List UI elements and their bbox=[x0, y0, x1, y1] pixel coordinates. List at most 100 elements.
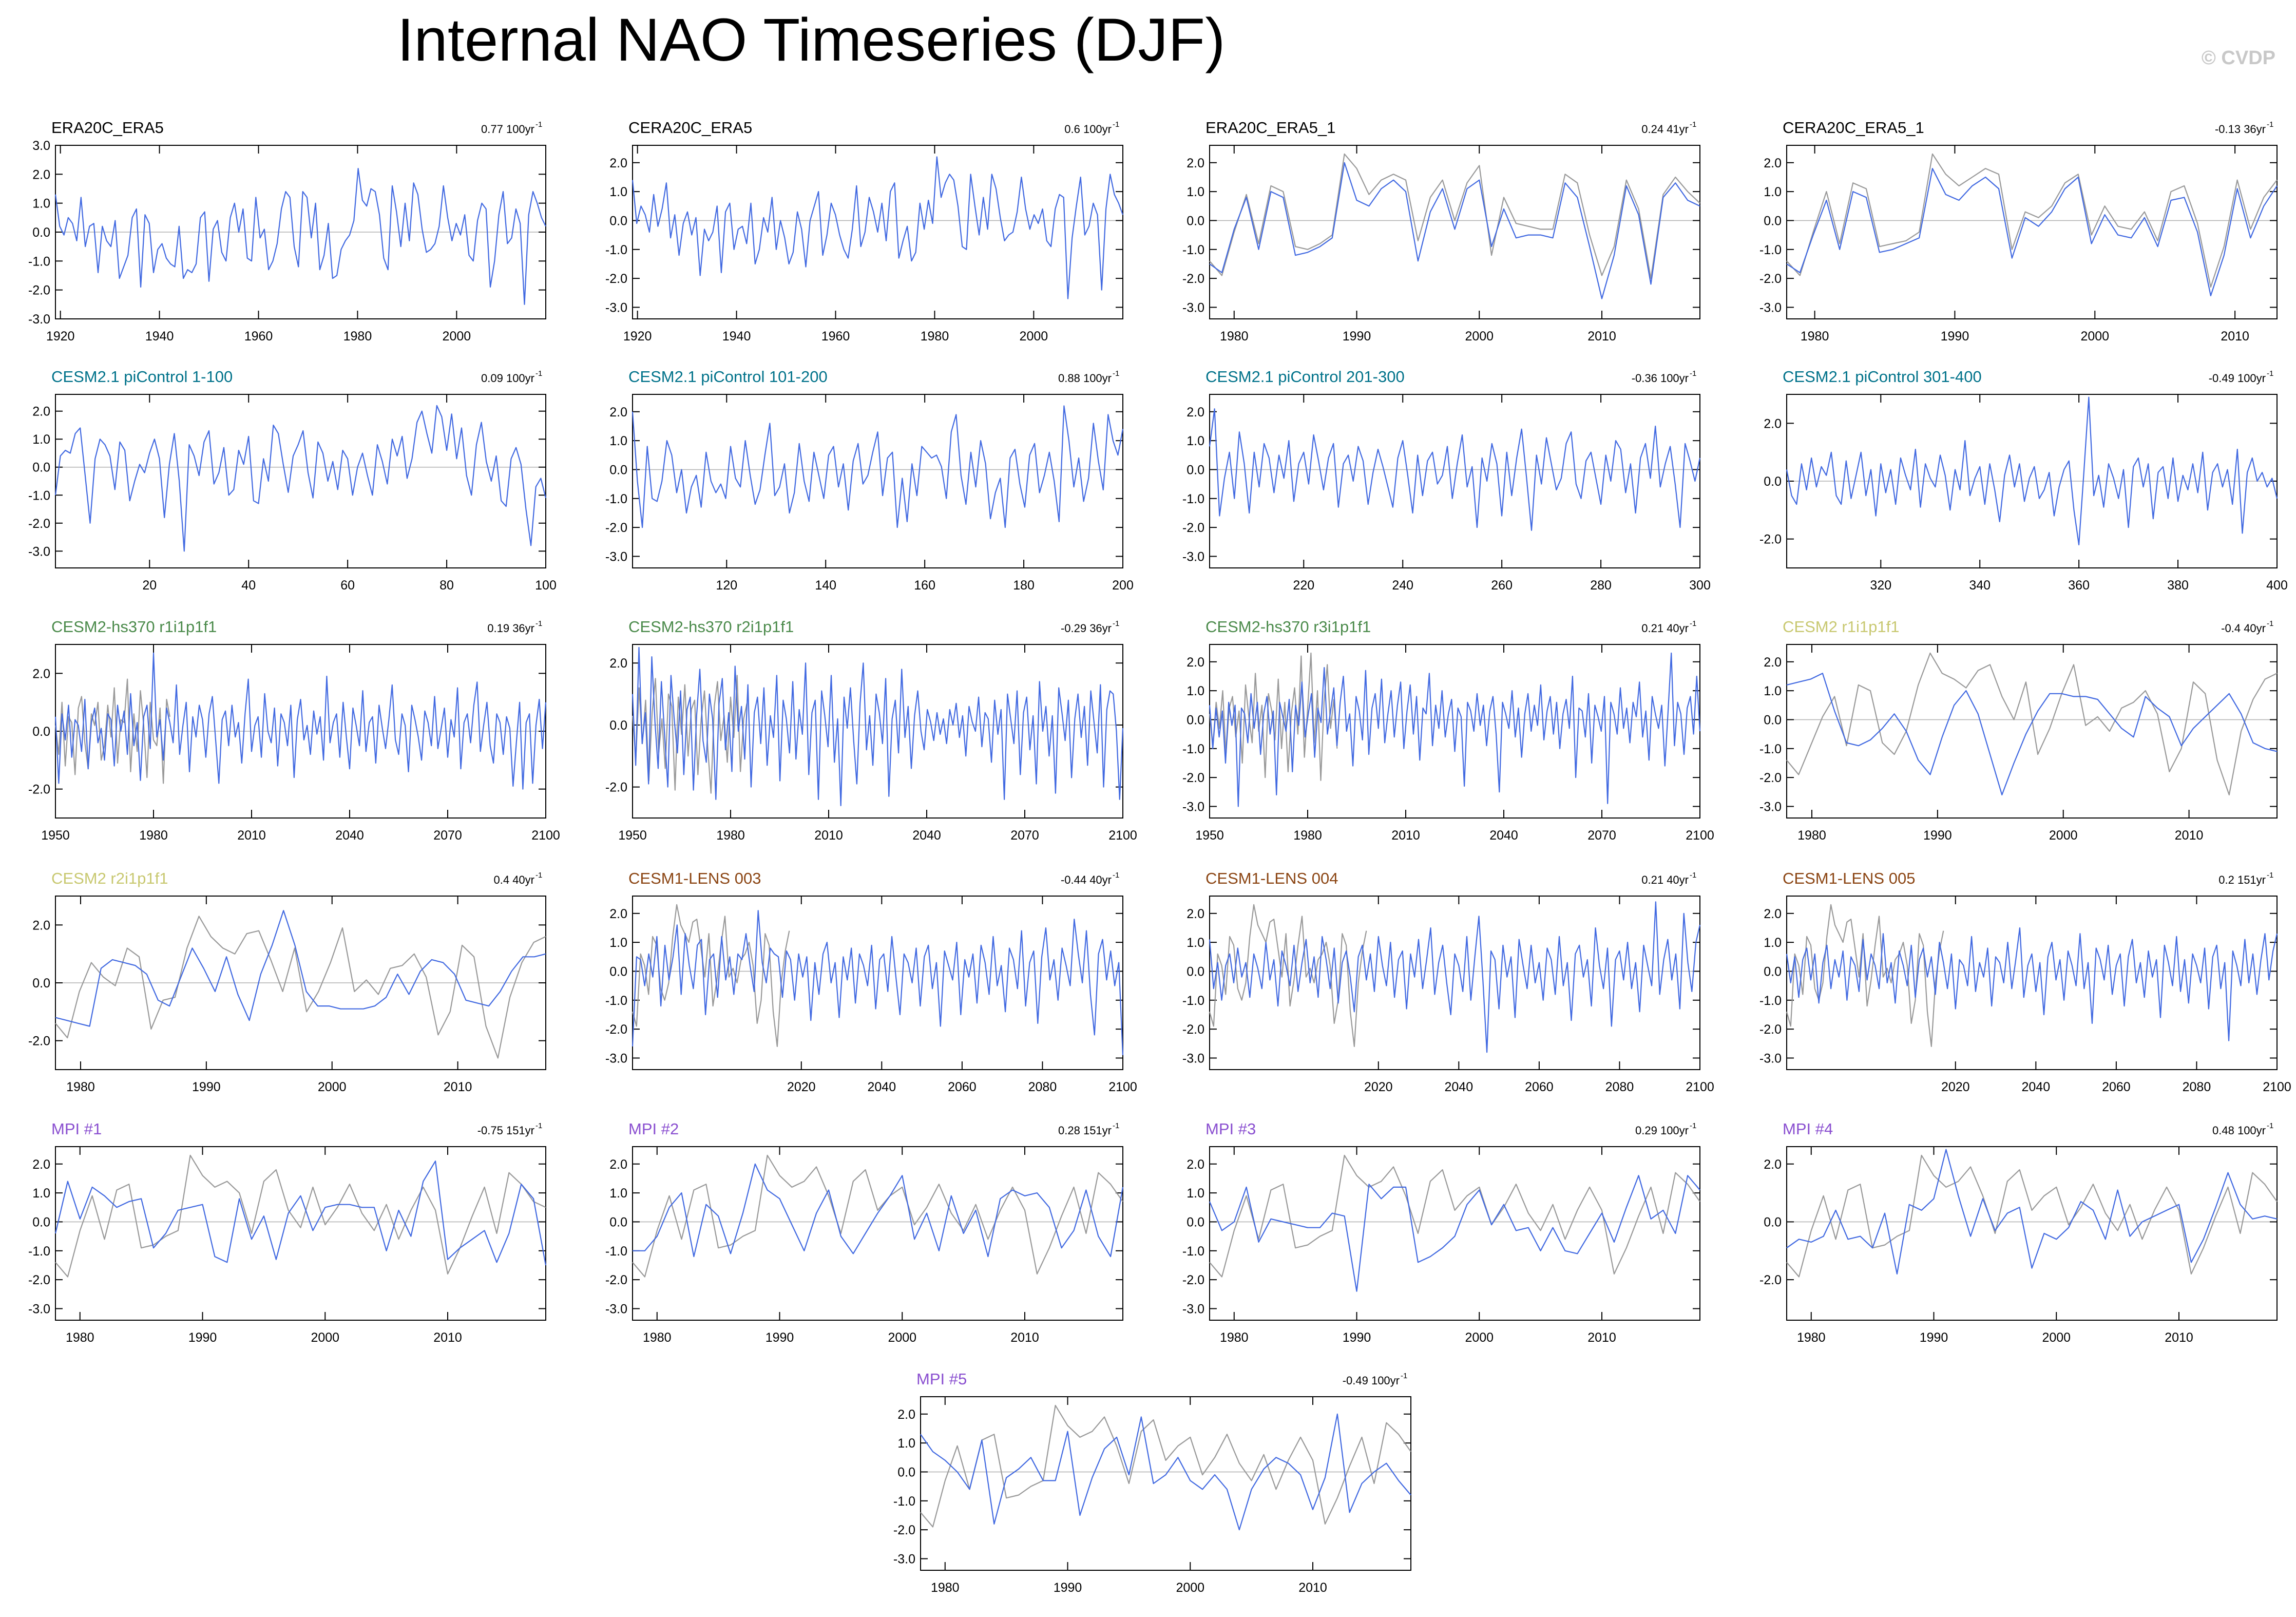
x-tick-label: 1960 bbox=[821, 329, 850, 344]
x-tick-label: 2000 bbox=[318, 1080, 347, 1094]
panel-trend: 0.21 40yr bbox=[1641, 873, 1689, 886]
panel-trend: -0.29 36yr bbox=[1061, 622, 1112, 635]
x-tick-label: 2040 bbox=[912, 828, 941, 843]
plot-frame bbox=[1786, 644, 2278, 819]
plot-frame bbox=[632, 145, 1123, 319]
x-tick-label: 1990 bbox=[1923, 828, 1952, 843]
x-tick-label: 1980 bbox=[921, 329, 949, 344]
y-tick-label: -2.0 bbox=[28, 1273, 50, 1287]
y-tick-label: 1.0 bbox=[32, 1186, 50, 1201]
series-line-model bbox=[632, 405, 1124, 528]
x-tick-label: 2010 bbox=[1587, 1330, 1616, 1345]
series-line-observed bbox=[1209, 153, 1700, 279]
y-tick-label: 1.0 bbox=[609, 185, 627, 199]
panel-20: 2.0 0.0 -2.0 1980 1990 2000 2010 MPI #4 0.48 100… bbox=[1759, 1120, 2278, 1345]
plot-frame bbox=[1209, 896, 1700, 1070]
panel-trend: -0.49 100yr bbox=[2209, 372, 2266, 385]
y-tick-label: 0.0 bbox=[1764, 1215, 1782, 1229]
x-tick-label: 2040 bbox=[1489, 828, 1518, 843]
trend-exponent: -1 bbox=[535, 619, 542, 628]
panel-trend: 0.2 151yr bbox=[2218, 873, 2266, 886]
x-tick-label: 1920 bbox=[46, 329, 75, 344]
panel-4: 2.0 1.0 0.0 -1.0 -2.0 -3.0 1980 1990 2000 2010 CER… bbox=[1759, 119, 2278, 344]
y-tick-label: -3.0 bbox=[1182, 300, 1204, 315]
plot-frame bbox=[1786, 1146, 2278, 1321]
x-tick-label: 380 bbox=[2167, 578, 2189, 593]
series-line-model bbox=[920, 1413, 1411, 1531]
panel-trend: 0.29 100yr bbox=[1635, 1124, 1689, 1137]
plot-frame bbox=[1209, 394, 1700, 568]
y-tick-label: -3.0 bbox=[28, 1302, 50, 1316]
panel-trend: 0.24 41yr bbox=[1641, 123, 1689, 136]
y-tick-label: 2.0 bbox=[1764, 416, 1782, 431]
x-tick-label: 260 bbox=[1491, 578, 1513, 593]
y-tick-label: 2.0 bbox=[1187, 655, 1204, 670]
y-tick-label: -1.0 bbox=[1182, 994, 1204, 1008]
trend-exponent: -1 bbox=[1690, 1121, 1696, 1130]
y-tick-label: -2.0 bbox=[1182, 521, 1204, 535]
x-tick-label: 1980 bbox=[1797, 828, 1826, 843]
x-tick-label: 2010 bbox=[444, 1080, 472, 1094]
x-tick-label: 1920 bbox=[623, 329, 652, 344]
x-tick-label: 1980 bbox=[716, 828, 745, 843]
y-tick-label: 2.0 bbox=[1187, 156, 1204, 170]
x-tick-label: 2010 bbox=[433, 1330, 462, 1345]
x-tick-label: 60 bbox=[340, 578, 355, 593]
x-tick-label: 340 bbox=[1969, 578, 1991, 593]
panel-trend: 0.28 151yr bbox=[1058, 1124, 1112, 1137]
panel-1: 3.0 2.0 1.0 0.0 -1.0 -2.0 -3.0 1920 1940 1960 1980… bbox=[28, 119, 546, 344]
y-tick-label: 2.0 bbox=[1187, 405, 1204, 420]
x-tick-label: 2020 bbox=[1364, 1080, 1393, 1094]
plot-frame bbox=[632, 394, 1123, 568]
x-tick-label: 2000 bbox=[2042, 1330, 2071, 1345]
x-tick-label: 2100 bbox=[2263, 1080, 2291, 1094]
x-tick-label: 2100 bbox=[1686, 828, 1714, 843]
y-tick-label: 2.0 bbox=[609, 405, 627, 420]
y-tick-label: 0.0 bbox=[32, 225, 50, 240]
y-tick-label: 1.0 bbox=[32, 432, 50, 447]
trend-exponent: -1 bbox=[1690, 619, 1696, 628]
y-tick-label: -3.0 bbox=[605, 549, 627, 564]
x-tick-label: 1990 bbox=[1920, 1330, 1948, 1345]
y-tick-label: -1.0 bbox=[1182, 243, 1204, 257]
panel-trend: 0.6 100yr bbox=[1064, 123, 1112, 136]
y-tick-label: 0.0 bbox=[1764, 964, 1782, 979]
panel-title: CERA20C_ERA5 bbox=[628, 119, 752, 137]
y-tick-label: -2.0 bbox=[1759, 1273, 1782, 1287]
panel-7: 2.0 1.0 0.0 -1.0 -2.0 -3.0 220 240 260 280 300 CESM… bbox=[1182, 368, 1711, 593]
y-tick-label: -1.0 bbox=[28, 254, 50, 269]
panel-trend: -0.36 100yr bbox=[1632, 372, 1689, 385]
y-tick-label: 0.0 bbox=[609, 1215, 627, 1229]
panel-title: MPI #3 bbox=[1206, 1120, 1256, 1138]
trend-exponent: -1 bbox=[2267, 120, 2273, 129]
x-tick-label: 280 bbox=[1590, 578, 1612, 593]
panel-title: MPI #2 bbox=[628, 1120, 679, 1138]
y-tick-label: 0.0 bbox=[1764, 713, 1782, 727]
plot-frame bbox=[55, 1146, 546, 1321]
trend-exponent: -1 bbox=[1113, 120, 1119, 129]
panel-title: CESM2.1 piControl 201-300 bbox=[1206, 368, 1405, 386]
x-tick-label: 100 bbox=[535, 578, 557, 593]
series-line-model bbox=[1209, 901, 1701, 1053]
panel-3: 2.0 1.0 0.0 -1.0 -2.0 -3.0 1980 1990 2000 2010 ERA… bbox=[1182, 119, 1700, 344]
series-line-observed bbox=[1209, 1154, 1700, 1278]
y-tick-label: -3.0 bbox=[1182, 549, 1204, 564]
panel-title: CERA20C_ERA5_1 bbox=[1783, 119, 1924, 137]
y-tick-label: 0.0 bbox=[609, 964, 627, 979]
y-tick-label: 2.0 bbox=[32, 1157, 50, 1172]
panel-trend: -0.4 40yr bbox=[2221, 622, 2266, 635]
trend-exponent: -1 bbox=[2267, 369, 2273, 378]
panel-14: 2.0 1.0 0.0 -1.0 -2.0 -3.0 2020 2040 2060 2080 210… bbox=[605, 869, 1137, 1094]
y-tick-label: 0.0 bbox=[1187, 1215, 1204, 1229]
y-tick-label: 2.0 bbox=[1764, 156, 1782, 170]
panel-5: 2.0 1.0 0.0 -1.0 -2.0 -3.0 20 40 60 80 100 CESM2.1 … bbox=[28, 368, 557, 593]
x-tick-label: 40 bbox=[241, 578, 256, 593]
y-tick-label: -3.0 bbox=[605, 1302, 627, 1316]
panel-trend: -0.49 100yr bbox=[1343, 1374, 1400, 1387]
y-tick-label: -2.0 bbox=[605, 1273, 627, 1287]
x-tick-label: 1980 bbox=[139, 828, 168, 843]
y-tick-label: 0.0 bbox=[897, 1465, 915, 1479]
x-tick-label: 1980 bbox=[1220, 1330, 1249, 1345]
panel-title: ERA20C_ERA5_1 bbox=[1206, 119, 1335, 137]
panel-title: CESM2-hs370 r3i1p1f1 bbox=[1206, 618, 1371, 636]
